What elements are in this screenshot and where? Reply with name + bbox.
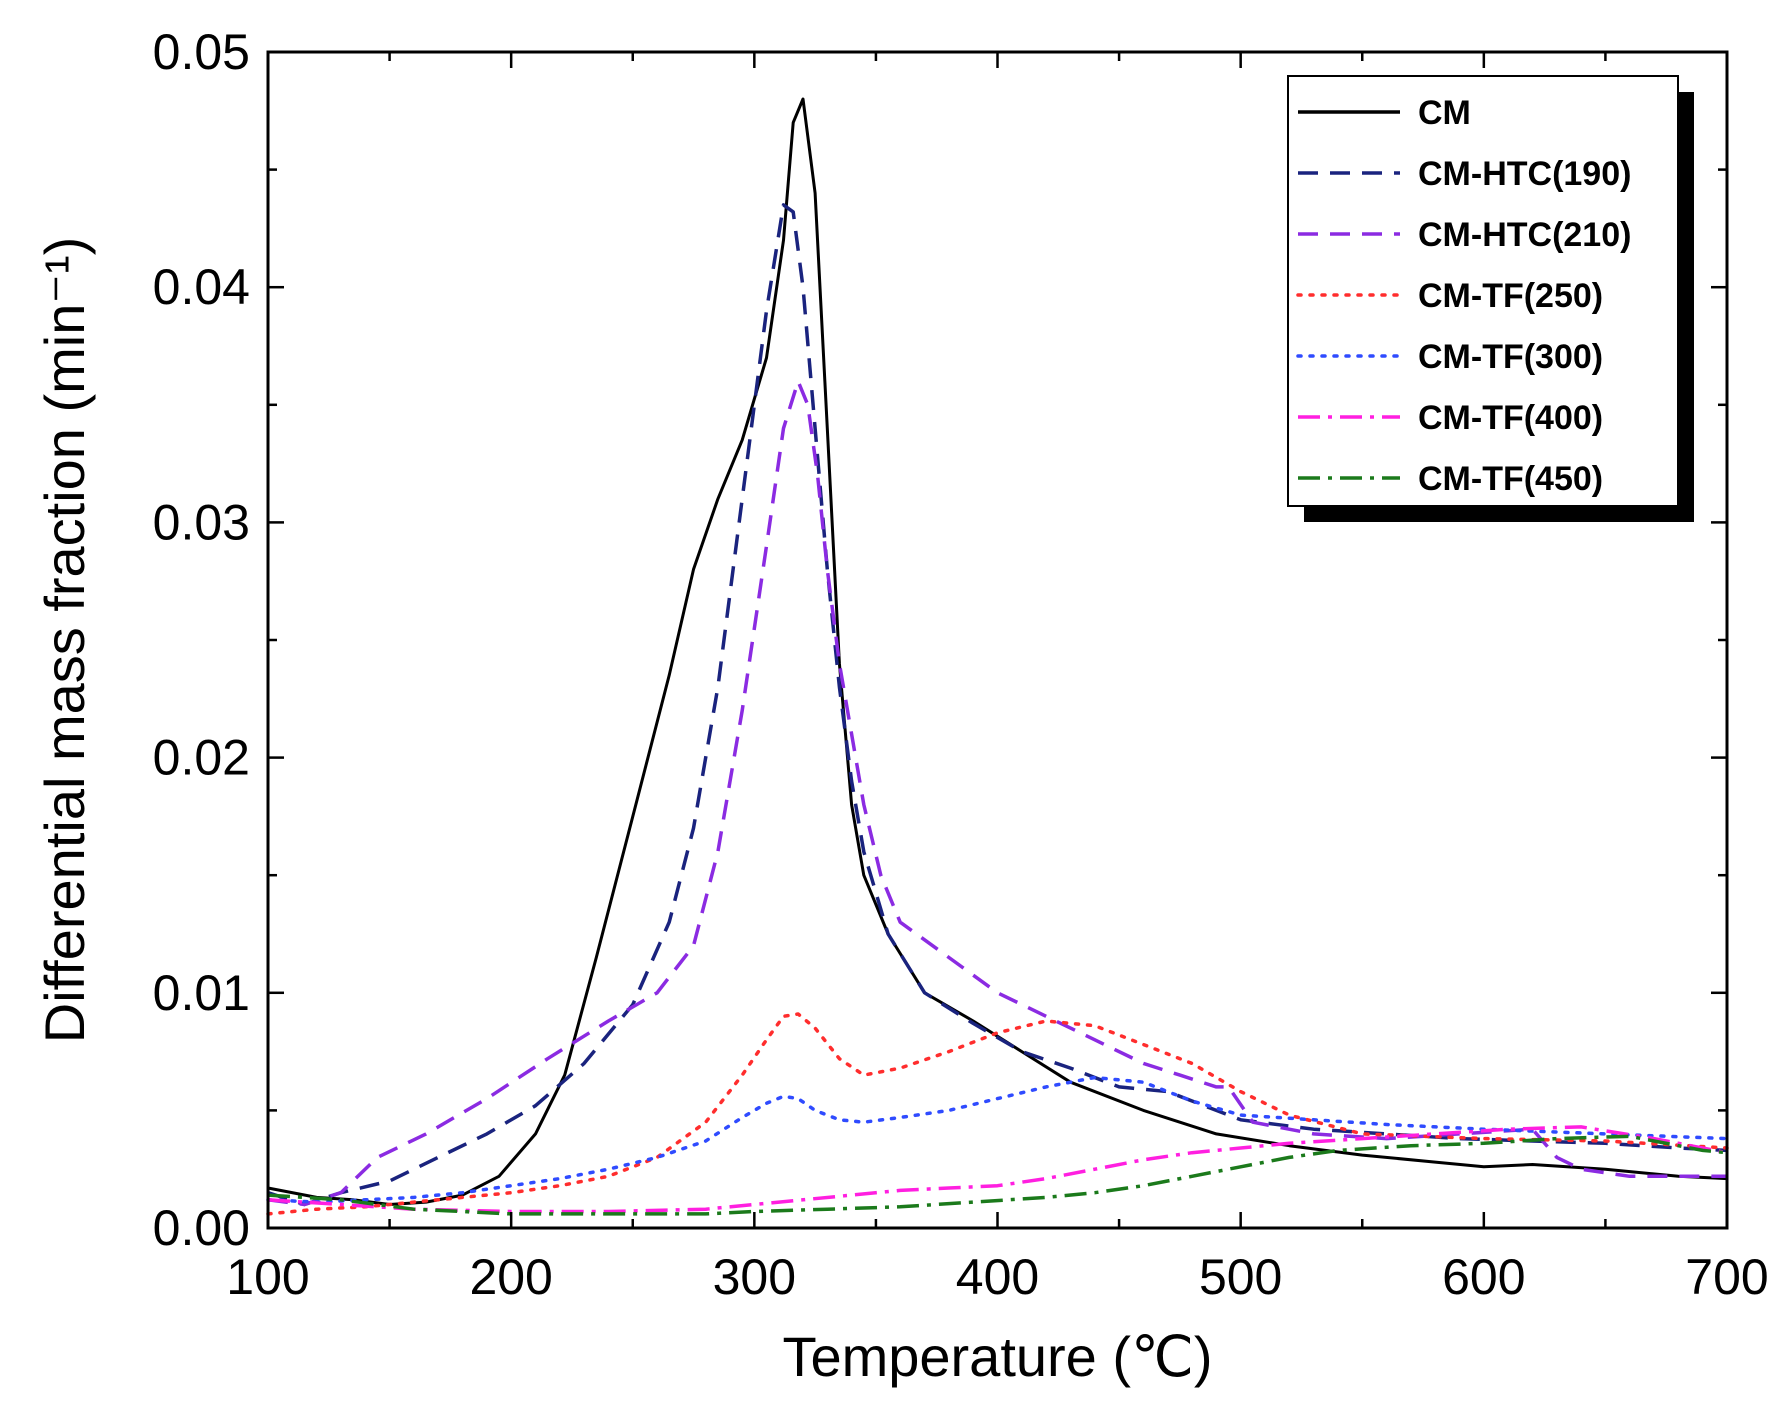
- legend-label: CM: [1418, 94, 1471, 132]
- series-line-cm-tf-400: [267, 1125, 1728, 1214]
- legend: CM CM-HTC(190) CM-HTC(210) CM-TF(250) CM-TF(…: [1287, 75, 1694, 522]
- legend-label: CM-TF(400): [1418, 399, 1603, 437]
- y-tick-label: 0.05: [153, 24, 250, 80]
- x-tick-label: 200: [469, 1249, 552, 1305]
- y-tick-label: 0.02: [153, 730, 250, 786]
- x-tick-label: 300: [713, 1249, 796, 1305]
- y-tick-label: 0.00: [153, 1200, 250, 1256]
- legend-label: CM-HTC(190): [1418, 155, 1631, 193]
- series-line-cm-tf-300: [266, 1075, 1729, 1204]
- y-tick-label: 0.03: [153, 494, 250, 550]
- legend-items: CM CM-HTC(190) CM-HTC(210) CM-TF(250) CM-TF(…: [1296, 94, 1631, 498]
- legend-label: CM-TF(250): [1418, 277, 1603, 315]
- x-tick-label: 100: [226, 1249, 309, 1305]
- x-tick-label: 500: [1199, 1249, 1282, 1305]
- legend-box: [1287, 75, 1679, 507]
- ticks-layer: 100 200 300 400 500 600 700 0.00 0.01 0.02 0.03 0.0…: [153, 24, 1769, 1305]
- legend-label: CM-HTC(210): [1418, 216, 1631, 254]
- x-tick-label: 600: [1442, 1249, 1525, 1305]
- y-tick-label: 0.01: [153, 965, 250, 1021]
- series-line-cm: [267, 97, 1728, 1206]
- x-tick-label: 700: [1685, 1249, 1768, 1305]
- legend-label: CM-TF(300): [1418, 338, 1603, 376]
- y-axis-title: Differential mass fraction (min⁻¹): [33, 237, 96, 1044]
- series-layer: [266, 97, 1729, 1216]
- x-tick-label: 400: [956, 1249, 1039, 1305]
- series-line-cm-htc-190: [267, 203, 1728, 1207]
- x-axis-title: Temperature (℃): [782, 1325, 1212, 1388]
- y-tick-label: 0.04: [153, 259, 250, 315]
- legend-label: CM-TF(450): [1418, 460, 1603, 498]
- series-line-cm-tf-450: [267, 1134, 1728, 1216]
